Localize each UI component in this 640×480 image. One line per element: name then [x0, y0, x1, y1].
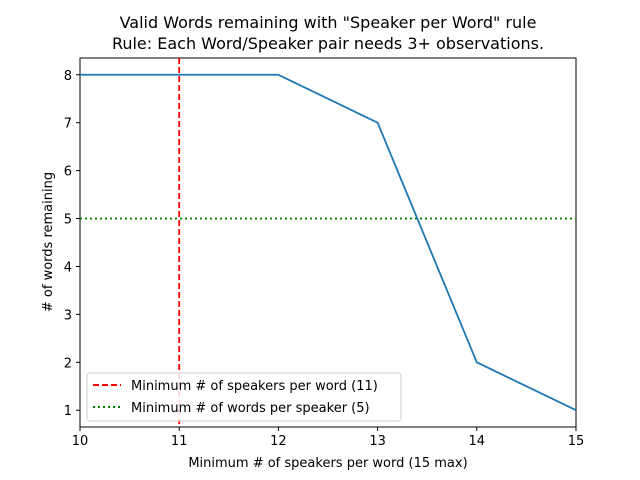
x-tick-label: 15 [568, 434, 585, 449]
y-axis: 1 2 3 4 5 6 7 8 [64, 69, 80, 419]
chart-title: Valid Words remaining with "Speaker per … [120, 13, 537, 32]
x-tick-label: 10 [72, 434, 89, 449]
chart-subtitle: Rule: Each Word/Speaker pair needs 3+ ob… [112, 34, 544, 53]
series-layer [80, 73, 577, 412]
plot-area [79, 57, 577, 428]
plot-frame [79, 57, 577, 428]
x-tick-label: 12 [270, 434, 287, 449]
x-tick-label: 11 [171, 434, 188, 449]
y-axis-label: # of words remaining [41, 172, 56, 312]
reference-lines [80, 58, 576, 427]
y-tick-label: 7 [64, 117, 72, 132]
x-axis-label: Minimum # of speakers per word (15 max) [188, 456, 467, 471]
y-tick-label: 8 [64, 69, 72, 84]
x-axis: 10 11 12 13 14 15 [72, 427, 585, 449]
y-tick-label: 2 [64, 356, 72, 371]
y-tick-label: 3 [64, 308, 72, 323]
y-tick-label: 4 [64, 260, 72, 275]
y-tick-label: 6 [64, 165, 72, 180]
legend-box [86, 372, 402, 422]
y-tick-label: 1 [64, 404, 72, 419]
x-tick-label: 14 [469, 434, 486, 449]
legend-label-vertical-line: Minimum # of speakers per word (11) [131, 379, 378, 394]
legend: Minimum # of speakers per word (11) Mini… [86, 372, 402, 422]
x-tick-label: 13 [369, 434, 386, 449]
series-line [80, 73, 577, 412]
y-tick-label: 5 [64, 213, 72, 228]
legend-label-horizontal-line: Minimum # of words per speaker (5) [131, 401, 370, 416]
